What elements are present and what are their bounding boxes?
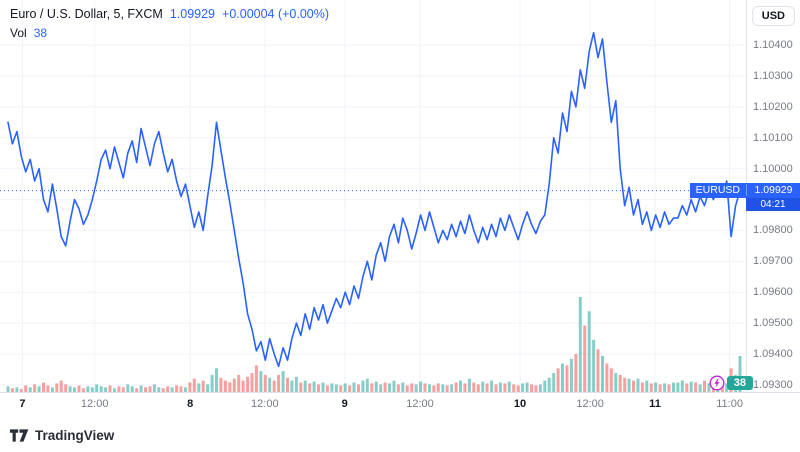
time-tick-label: 12:00 [406, 398, 434, 410]
volume-value-pill: 38 [726, 376, 753, 390]
last-price-axis-label[interactable]: EURUSD 1.09929 [689, 182, 800, 198]
price-tick-label: 1.10100 [753, 131, 793, 144]
legend-symbol-row[interactable]: Euro / U.S. Dollar, 5, FXCM 1.09929 +0.000… [10, 6, 329, 23]
flash-icon [709, 375, 725, 391]
volume-value: 38 [33, 26, 48, 40]
price-tick-label: 1.10200 [753, 100, 793, 113]
price-tick-label: 1.10400 [753, 39, 793, 52]
currency-unit-button[interactable]: USD [751, 6, 795, 26]
brand-name: TradingView [35, 428, 115, 443]
price-tick-label: 1.10000 [753, 162, 793, 175]
chart-legend: Euro / U.S. Dollar, 5, FXCM 1.09929 +0.000… [10, 6, 329, 42]
time-tick-label: 12:00 [80, 398, 109, 410]
time-tick-label: 11:00 [716, 398, 743, 410]
price-chart-canvas[interactable] [0, 0, 746, 392]
price-tick-label: 1.09300 [753, 378, 793, 391]
time-tick-label: 12:00 [251, 398, 279, 410]
volume-indicator-badge[interactable]: 38 [709, 375, 753, 391]
price-tick-label: 1.09700 [753, 255, 793, 268]
tradingview-logo-icon [10, 428, 29, 443]
time-tick-label: 10 [513, 398, 527, 410]
last-price-label-symbol: EURUSD [690, 184, 747, 197]
price-tick-label: 1.09600 [753, 286, 793, 299]
tradingview-attribution[interactable]: TradingView [10, 428, 114, 443]
price-tick-label: 1.09500 [753, 317, 793, 330]
price-tick-label: 1.10300 [753, 70, 793, 82]
time-tick-label: 7 [19, 398, 26, 410]
legend-volume-row[interactable]: Vol 38 [10, 25, 329, 42]
price-tick-label: 1.09400 [753, 348, 793, 360]
time-axis[interactable]: 7 12:00 8 12:00 9 12:00 10 12:00 11 11:00 [0, 392, 800, 416]
price-change-value: +0.00004 (+0.00%) [222, 7, 330, 21]
time-tick-label: 8 [187, 398, 194, 410]
symbol-title[interactable]: Euro / U.S. Dollar, 5, FXCM [10, 7, 163, 21]
time-tick-label: 11 [649, 398, 661, 410]
last-price-label-price: 1.09929 [754, 184, 793, 197]
time-tick-label: 12:00 [576, 398, 604, 410]
volume-label: Vol [10, 26, 27, 40]
bar-countdown-label: 04:21 [746, 197, 800, 211]
price-tick-label: 1.09800 [753, 224, 793, 237]
time-tick-label: 9 [341, 398, 348, 410]
last-price-value: 1.09929 [169, 7, 216, 21]
